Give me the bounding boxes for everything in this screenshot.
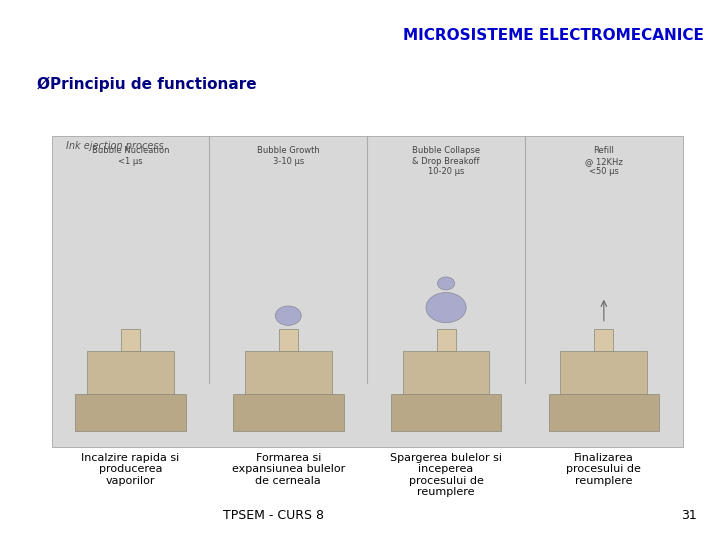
Text: TPSEM - CURS 8: TPSEM - CURS 8 [223, 510, 325, 523]
Text: Bubble Growth
3-10 µs: Bubble Growth 3-10 µs [257, 146, 320, 166]
Text: Ink ejection process: Ink ejection process [66, 141, 163, 151]
FancyBboxPatch shape [52, 136, 683, 447]
Circle shape [275, 306, 301, 325]
FancyBboxPatch shape [245, 350, 332, 394]
FancyBboxPatch shape [121, 329, 140, 350]
FancyBboxPatch shape [87, 350, 174, 394]
Text: Bubble Nucleation
<1 µs: Bubble Nucleation <1 µs [91, 146, 169, 166]
FancyBboxPatch shape [279, 329, 298, 350]
Circle shape [438, 277, 454, 290]
Text: MICROSISTEME ELECTROMECANICE: MICROSISTEME ELECTROMECANICE [403, 28, 704, 43]
Text: ØPrincipiu de functionare: ØPrincipiu de functionare [37, 77, 257, 92]
Text: Spargerea bulelor si
inceperea
procesului de
reumplere: Spargerea bulelor si inceperea procesulu… [390, 453, 502, 497]
FancyBboxPatch shape [560, 350, 647, 394]
Text: Bubble Collapse
& Drop Breakoff
10-20 µs: Bubble Collapse & Drop Breakoff 10-20 µs [412, 146, 480, 176]
Text: 31: 31 [681, 510, 697, 523]
FancyBboxPatch shape [76, 394, 186, 431]
FancyBboxPatch shape [595, 329, 613, 350]
FancyBboxPatch shape [549, 394, 659, 431]
FancyBboxPatch shape [391, 394, 501, 431]
Text: Incalzire rapida si
producerea
vaporilor: Incalzire rapida si producerea vaporilor [81, 453, 179, 486]
Circle shape [426, 293, 466, 322]
FancyBboxPatch shape [436, 329, 456, 350]
FancyBboxPatch shape [233, 394, 343, 431]
Text: Refill
@ 12KHz
<50 µs: Refill @ 12KHz <50 µs [585, 146, 623, 176]
Text: Finalizarea
procesului de
reumplere: Finalizarea procesului de reumplere [567, 453, 642, 486]
FancyBboxPatch shape [402, 350, 490, 394]
Text: Formarea si
expansiunea bulelor
de cerneala: Formarea si expansiunea bulelor de cerne… [232, 453, 345, 486]
